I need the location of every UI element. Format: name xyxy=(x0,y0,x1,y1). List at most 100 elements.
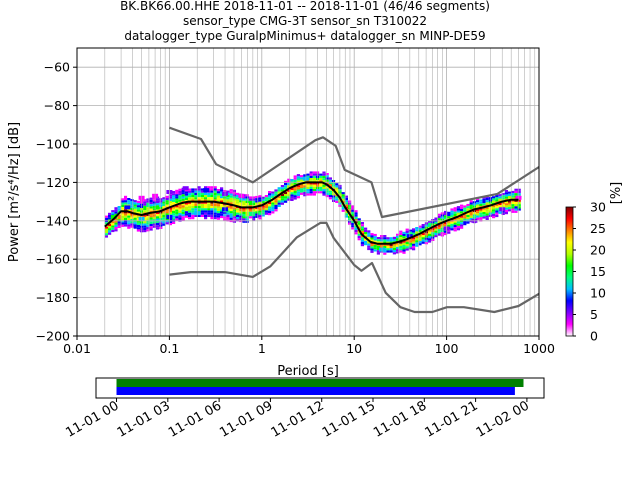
density-cell xyxy=(204,214,208,217)
colorbar-tick-label: 0 xyxy=(590,329,598,344)
density-cell xyxy=(495,210,499,213)
density-cell xyxy=(271,211,275,214)
density-cell xyxy=(300,186,304,189)
density-cell xyxy=(476,213,480,216)
density-cell xyxy=(431,219,435,222)
density-cell xyxy=(108,226,112,229)
density-cell xyxy=(376,241,380,244)
density-cell xyxy=(136,200,140,203)
density-cell xyxy=(476,217,480,220)
density-cell xyxy=(149,202,153,205)
density-cell xyxy=(232,216,236,219)
density-cell xyxy=(456,212,460,215)
density-cell xyxy=(152,221,156,224)
density-cell xyxy=(322,193,326,196)
density-cell xyxy=(495,195,499,198)
density-cell xyxy=(181,209,185,212)
density-cell xyxy=(264,210,268,213)
density-cell xyxy=(450,228,454,231)
density-cell xyxy=(447,222,451,225)
density-cell xyxy=(450,212,454,215)
density-cell xyxy=(197,199,201,202)
density-cell xyxy=(159,200,163,203)
density-cell xyxy=(104,235,108,238)
density-cell xyxy=(399,235,403,238)
density-cell xyxy=(447,214,451,217)
density-cell xyxy=(188,192,192,196)
density-cell xyxy=(466,217,470,220)
density-cell xyxy=(236,195,240,198)
density-cell xyxy=(248,205,252,208)
density-cell xyxy=(421,228,425,231)
density-cell xyxy=(306,191,310,194)
density-cell xyxy=(124,200,128,203)
density-cell xyxy=(476,215,480,218)
density-cell xyxy=(239,202,243,205)
density-cell xyxy=(296,196,300,199)
density-cell xyxy=(216,200,220,203)
density-cell xyxy=(389,239,393,242)
density-cell xyxy=(232,196,236,199)
density-cell xyxy=(258,206,262,209)
density-cell xyxy=(175,209,179,212)
density-cell xyxy=(146,224,150,227)
density-cell xyxy=(296,174,300,177)
density-cell xyxy=(172,210,176,213)
density-cell xyxy=(364,234,368,237)
density-cell xyxy=(287,185,291,188)
density-cell xyxy=(431,221,435,224)
density-cell xyxy=(277,187,281,190)
density-cell xyxy=(479,199,483,202)
density-cell xyxy=(114,213,118,216)
density-cell xyxy=(252,203,256,206)
density-cell xyxy=(319,184,323,187)
density-cell xyxy=(120,215,124,219)
density-cell xyxy=(213,212,217,215)
density-cell xyxy=(216,189,220,192)
density-cell xyxy=(255,200,259,203)
density-cell xyxy=(133,200,137,203)
density-cell xyxy=(319,182,323,185)
density-cell xyxy=(482,216,486,219)
density-cell xyxy=(415,242,419,245)
density-cell xyxy=(197,190,201,193)
density-cell xyxy=(172,197,176,200)
density-cell xyxy=(504,192,508,195)
density-cell xyxy=(120,220,124,223)
density-cell xyxy=(165,222,169,225)
density-cell xyxy=(376,248,380,251)
density-cell xyxy=(312,193,316,196)
density-cell xyxy=(287,194,291,197)
title-line-2: sensor_type CMG-3T sensor_sn T310022 xyxy=(183,14,427,28)
density-cell xyxy=(162,206,166,209)
density-cell xyxy=(188,188,192,191)
coverage-tick-label: 11-01 21 xyxy=(422,398,480,440)
density-cell xyxy=(501,190,505,193)
density-cell xyxy=(136,216,140,219)
density-cell xyxy=(130,203,134,206)
density-cell xyxy=(188,197,192,200)
density-cell xyxy=(319,189,323,192)
density-cell xyxy=(428,240,432,243)
density-cell xyxy=(146,202,150,205)
density-cell xyxy=(296,191,300,194)
density-cell xyxy=(130,216,134,219)
density-cell xyxy=(463,216,467,219)
density-cell xyxy=(252,216,256,219)
density-cell xyxy=(181,198,185,201)
density-cell xyxy=(146,207,150,210)
density-cell xyxy=(306,189,310,192)
density-cell xyxy=(242,205,246,208)
density-cell xyxy=(156,220,160,223)
density-cell xyxy=(463,205,467,208)
density-cell xyxy=(130,199,134,202)
colorbar-tick-label: 25 xyxy=(590,221,606,236)
density-cell xyxy=(136,220,140,223)
density-cell xyxy=(508,209,512,212)
density-cell xyxy=(274,202,278,205)
density-cell xyxy=(152,223,156,226)
density-cell xyxy=(421,237,425,240)
density-cell xyxy=(156,205,160,208)
density-cell xyxy=(357,231,361,234)
density-cell xyxy=(255,211,259,214)
